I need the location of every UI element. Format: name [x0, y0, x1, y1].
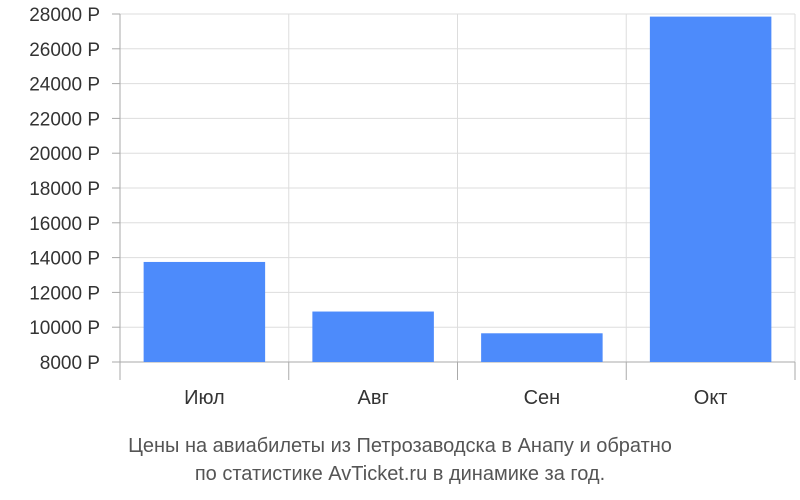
- x-category-label: Июл: [184, 387, 225, 409]
- y-tick-label: 22000 Р: [29, 109, 100, 130]
- y-tick-label: 12000 Р: [29, 283, 100, 304]
- y-tick-label: 16000 Р: [29, 214, 100, 235]
- bar-1: [143, 261, 266, 362]
- y-tick-label: 24000 Р: [29, 75, 100, 96]
- x-category-label: Сен: [524, 387, 561, 409]
- chart-caption-line-2: по статистике AvTicket.ru в динамике за …: [194, 463, 606, 485]
- y-tick-label: 20000 Р: [29, 144, 100, 165]
- x-category-label: Окт: [694, 387, 728, 409]
- y-tick-label: 28000 Р: [29, 5, 100, 26]
- bar-4: [649, 16, 772, 363]
- bar-chart: 8000 Р 10000 Р 12000 Р 14000 Р 16000 Р 18000 …: [29, 5, 796, 409]
- y-tick-label: 26000 Р: [29, 40, 100, 61]
- chart-caption-line-1: Цены на авиабилеты из Петрозаводска в Ан…: [128, 435, 672, 457]
- y-tick-label: 14000 Р: [29, 249, 100, 270]
- x-category-label: Авг: [357, 387, 388, 409]
- bar-2: [312, 311, 434, 362]
- bar-3: [481, 333, 603, 362]
- y-tick-label: 10000 Р: [29, 318, 100, 339]
- y-tick-label: 18000 Р: [29, 179, 100, 200]
- y-tick-label: 8000 Р: [40, 353, 100, 374]
